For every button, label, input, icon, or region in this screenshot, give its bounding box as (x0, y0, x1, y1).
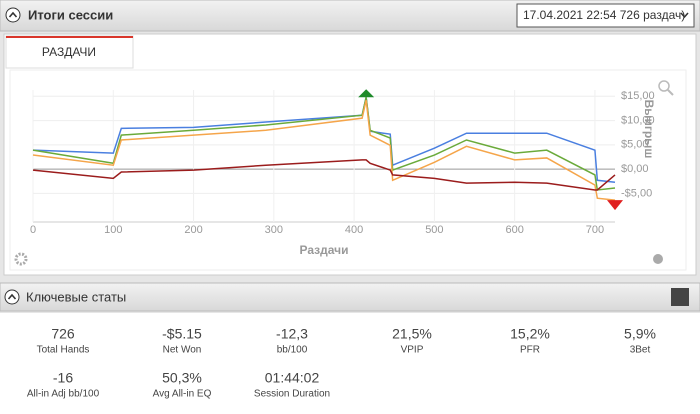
series-line (32, 97, 616, 183)
stat-value: -16 (53, 370, 73, 386)
session-select: 17.04.2021 22:54 726 раздач) (523, 8, 685, 22)
x-tick-label: 600 (505, 224, 523, 236)
stat-label: 3Bet (630, 345, 651, 356)
session-dropdown[interactable] (516, 3, 695, 28)
zoom-icon[interactable] (658, 80, 670, 92)
y-tick-label: -$5,00 (621, 187, 652, 199)
x-tick-label: 400 (345, 224, 363, 236)
stats-header-bar (0, 282, 700, 312)
y-axis-label: Выигрыш (642, 100, 656, 159)
stats-panel (0, 313, 700, 414)
max-marker (358, 89, 375, 98)
series-line (32, 159, 616, 191)
stat-value: -$5.15 (162, 326, 202, 342)
collapse-icon (8, 11, 18, 18)
x-tick-label: 0 (30, 224, 36, 236)
settings-icon[interactable] (14, 252, 28, 266)
stat-label: All-in Adj bb/100 (27, 389, 100, 400)
stats-grid: 726 Total Hands -$5.15 Net Won -12,3 bb/100 21… (27, 326, 656, 400)
stats-collapse-button[interactable] (4, 289, 20, 305)
zoom-icon-handle (667, 89, 674, 96)
stat-value: 50,3% (162, 370, 202, 386)
stat-label: Net Won (163, 345, 202, 356)
stat-label: Session Duration (254, 389, 330, 400)
stat-label: Total Hands (37, 345, 90, 356)
tab[interactable] (5, 35, 134, 69)
series-line (32, 97, 616, 191)
tab-label: РАЗДАЧИ (42, 45, 96, 59)
series-line (32, 100, 616, 201)
info-icon[interactable] (653, 254, 663, 264)
x-tick-label: 500 (425, 224, 443, 236)
stat-value: 726 (51, 326, 75, 342)
stat-value: -12,3 (276, 326, 308, 342)
collapse-button[interactable] (5, 7, 21, 23)
chart-area (9, 69, 687, 271)
stat-value: 5,9% (624, 326, 656, 342)
layout-button[interactable] (671, 288, 689, 306)
tab-indicator (6, 36, 133, 38)
header-title: Итоги сессии (28, 7, 113, 22)
y-tick-label: $10,00 (621, 114, 655, 126)
stat-value: 01:44:02 (265, 370, 320, 386)
stat-label: VPIP (401, 345, 424, 356)
x-tick-label: 100 (104, 224, 122, 236)
x-axis-label: Раздачи (300, 243, 349, 257)
stat-value: 15,2% (510, 326, 550, 342)
dropdown-arrow (680, 12, 689, 19)
stats-collapse-icon (7, 293, 17, 300)
x-tick-label: 300 (265, 224, 283, 236)
stats-title: Ключевые статы (26, 289, 126, 304)
stat-value: 21,5% (392, 326, 432, 342)
stat-label: bb/100 (277, 345, 308, 356)
y-tick-label: $0,00 (621, 163, 649, 175)
x-tick-label: 700 (586, 224, 604, 236)
stat-label: Avg All-in EQ (153, 389, 212, 400)
x-tick-label: 200 (184, 224, 202, 236)
plot: -$5,00 $0,00 $5,00 $10,00 $15,00 0 100 200 300 40… (30, 89, 655, 236)
stat-label: PFR (520, 345, 540, 356)
y-tick-label: $15,00 (621, 90, 655, 102)
min-marker (607, 200, 623, 211)
y-tick-label: $5,00 (621, 139, 649, 151)
